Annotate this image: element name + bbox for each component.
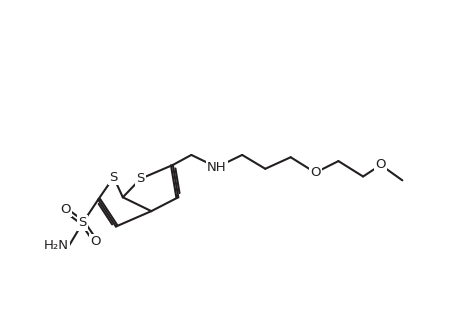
Text: S: S [79, 216, 87, 229]
Text: S: S [109, 171, 118, 184]
Text: S: S [136, 172, 145, 185]
Text: O: O [90, 236, 101, 249]
Text: NH: NH [207, 161, 227, 174]
Text: O: O [376, 158, 386, 172]
Text: O: O [60, 203, 70, 216]
Text: O: O [310, 166, 320, 179]
Text: H₂N: H₂N [44, 239, 69, 252]
